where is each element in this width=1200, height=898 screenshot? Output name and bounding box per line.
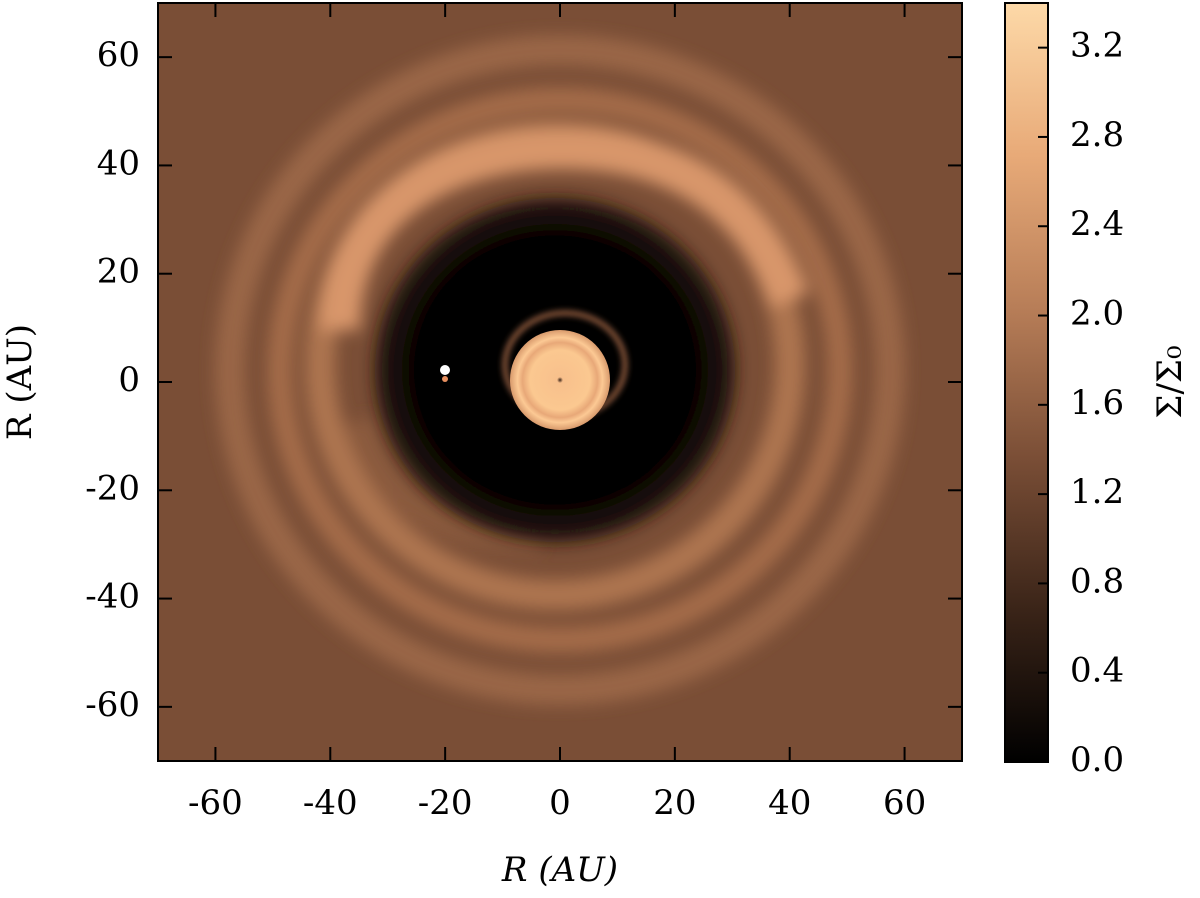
colorbar [1004,2,1049,763]
x-tick-label: 40 [768,783,811,823]
y-tick-label: -20 [85,468,140,508]
x-tick-label: 0 [549,783,571,823]
colorbar-tick-label: 2.8 [1070,115,1124,155]
colorbar-tick-label: 1.2 [1070,472,1124,512]
y-tick-label: -60 [85,685,140,725]
y-tick-label: 0 [118,360,140,400]
colorbar-tick-label: 2.4 [1070,204,1124,244]
colorbar-tick-label: 0.8 [1070,561,1124,601]
colorbar-label: Σ/Σ₀ [1150,345,1190,418]
colorbar-tick-label: 0.4 [1070,651,1124,691]
y-axis-label: R (AU) [0,324,40,440]
y-tick-label: 60 [97,35,140,75]
colorbar-tick-label: 3.2 [1070,26,1124,66]
x-tick-label: 60 [883,783,926,823]
x-axis-label: R (AU) [501,850,618,890]
x-tick-label: 20 [653,783,696,823]
x-tick-label: -40 [303,783,358,823]
colorbar-tick-label: 0.0 [1070,740,1124,780]
colorbar-tick-label: 2.0 [1070,294,1124,334]
y-tick-label: 40 [97,143,140,183]
colorbar-tick-label: 1.6 [1070,383,1124,423]
y-tick-label: -40 [85,577,140,617]
x-tick-label: -20 [418,783,473,823]
y-tick-label: 20 [97,252,140,292]
x-tick-label: -60 [188,783,243,823]
density-map [158,3,962,761]
